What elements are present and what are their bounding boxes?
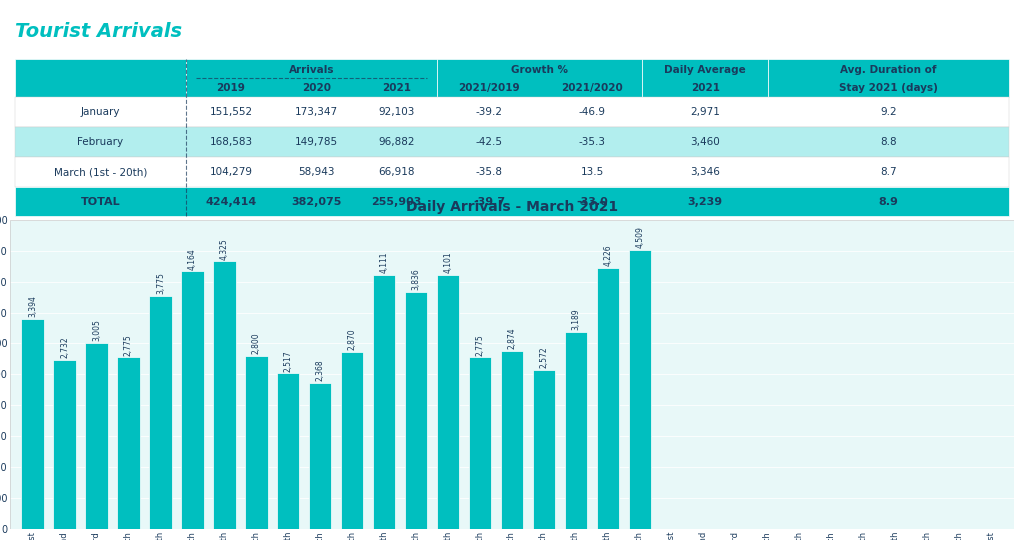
Text: 173,347: 173,347 — [295, 107, 338, 117]
Text: 2,732: 2,732 — [60, 336, 69, 358]
Bar — [245, 356, 267, 529]
Text: 2,874: 2,874 — [508, 328, 516, 349]
Bar — [309, 383, 332, 529]
Text: 104,279: 104,279 — [210, 167, 253, 178]
Text: 4,325: 4,325 — [220, 238, 229, 260]
Bar — [15, 187, 1009, 217]
Text: Avg. Duration of: Avg. Duration of — [840, 65, 937, 75]
Bar — [22, 319, 44, 529]
Text: Stay 2021 (days): Stay 2021 (days) — [839, 83, 938, 93]
Text: 3,460: 3,460 — [690, 137, 720, 147]
Bar — [15, 127, 1009, 158]
Bar — [436, 59, 642, 97]
Text: Daily Average: Daily Average — [665, 65, 746, 75]
Bar — [85, 343, 108, 529]
Text: 2021/2020: 2021/2020 — [561, 83, 624, 93]
Text: 424,414: 424,414 — [206, 197, 257, 207]
Bar — [564, 332, 587, 529]
Text: 2,775: 2,775 — [475, 334, 484, 355]
Text: 3,005: 3,005 — [92, 320, 101, 341]
Text: 2,368: 2,368 — [315, 359, 325, 381]
Text: 151,552: 151,552 — [210, 107, 253, 117]
Text: -33.0: -33.0 — [577, 197, 608, 207]
Text: 13.5: 13.5 — [581, 167, 604, 178]
Text: 92,103: 92,103 — [379, 107, 415, 117]
Text: 8.8: 8.8 — [880, 137, 897, 147]
Bar — [768, 59, 1009, 97]
Bar — [532, 370, 555, 529]
Text: 3,394: 3,394 — [28, 295, 37, 318]
Text: 4,164: 4,164 — [188, 248, 197, 269]
Text: February: February — [78, 137, 124, 147]
Text: March (1st - 20th): March (1st - 20th) — [54, 167, 147, 178]
Text: -46.9: -46.9 — [579, 107, 606, 117]
Bar — [373, 275, 395, 529]
Text: 66,918: 66,918 — [378, 167, 415, 178]
Text: 2,800: 2,800 — [252, 333, 261, 354]
Text: 2020: 2020 — [302, 83, 331, 93]
Text: 255,903: 255,903 — [372, 197, 422, 207]
Bar — [181, 272, 204, 529]
Text: Tourist Arrivals: Tourist Arrivals — [15, 22, 182, 41]
Bar — [437, 275, 460, 529]
Text: 3,836: 3,836 — [412, 268, 421, 290]
Text: 2,572: 2,572 — [540, 347, 549, 368]
Text: 2,517: 2,517 — [284, 350, 293, 372]
Bar — [341, 352, 364, 529]
Text: 3,189: 3,189 — [571, 308, 581, 330]
Bar — [597, 268, 620, 529]
Bar — [150, 295, 172, 529]
Text: -42.5: -42.5 — [476, 137, 503, 147]
Text: 168,583: 168,583 — [210, 137, 253, 147]
Text: 4,101: 4,101 — [443, 252, 453, 273]
Bar — [186, 59, 436, 97]
Text: 3,775: 3,775 — [156, 272, 165, 294]
Text: 4,111: 4,111 — [380, 252, 389, 273]
Text: 2019: 2019 — [217, 83, 246, 93]
Text: 9.2: 9.2 — [880, 107, 897, 117]
Bar — [10, 220, 1014, 529]
Text: 96,882: 96,882 — [378, 137, 415, 147]
Text: 8.7: 8.7 — [880, 167, 897, 178]
Text: -39.7: -39.7 — [473, 197, 506, 207]
Bar — [278, 373, 299, 529]
Text: Growth %: Growth % — [511, 65, 568, 75]
Text: Arrivals: Arrivals — [289, 65, 334, 75]
Text: -35.3: -35.3 — [579, 137, 606, 147]
Text: 3,239: 3,239 — [687, 197, 723, 207]
Text: January: January — [81, 107, 120, 117]
Bar — [469, 357, 492, 529]
Text: 4,226: 4,226 — [603, 244, 612, 266]
Bar — [213, 261, 236, 529]
Bar — [501, 352, 523, 529]
Text: -39.2: -39.2 — [476, 107, 503, 117]
Bar — [404, 292, 427, 529]
Title: Daily Arrivals - March 2021: Daily Arrivals - March 2021 — [406, 200, 618, 214]
Bar — [15, 158, 1009, 187]
Bar — [629, 250, 651, 529]
Text: 2021: 2021 — [690, 83, 720, 93]
Bar — [15, 59, 185, 97]
Bar — [118, 357, 139, 529]
Text: 149,785: 149,785 — [295, 137, 338, 147]
Text: 382,075: 382,075 — [291, 197, 341, 207]
Text: 4,509: 4,509 — [635, 226, 644, 248]
Text: -35.8: -35.8 — [476, 167, 503, 178]
Bar — [53, 360, 76, 529]
Bar — [15, 97, 1009, 127]
Text: 8.9: 8.9 — [879, 197, 898, 207]
Text: 2021: 2021 — [382, 83, 411, 93]
Text: 2,870: 2,870 — [348, 328, 356, 350]
Text: 58,943: 58,943 — [298, 167, 335, 178]
Bar — [642, 59, 768, 97]
Text: 2021/2019: 2021/2019 — [459, 83, 520, 93]
Text: 2,971: 2,971 — [690, 107, 720, 117]
Text: 2,775: 2,775 — [124, 334, 133, 355]
Text: 3,346: 3,346 — [690, 167, 720, 178]
Text: TOTAL: TOTAL — [81, 197, 121, 207]
